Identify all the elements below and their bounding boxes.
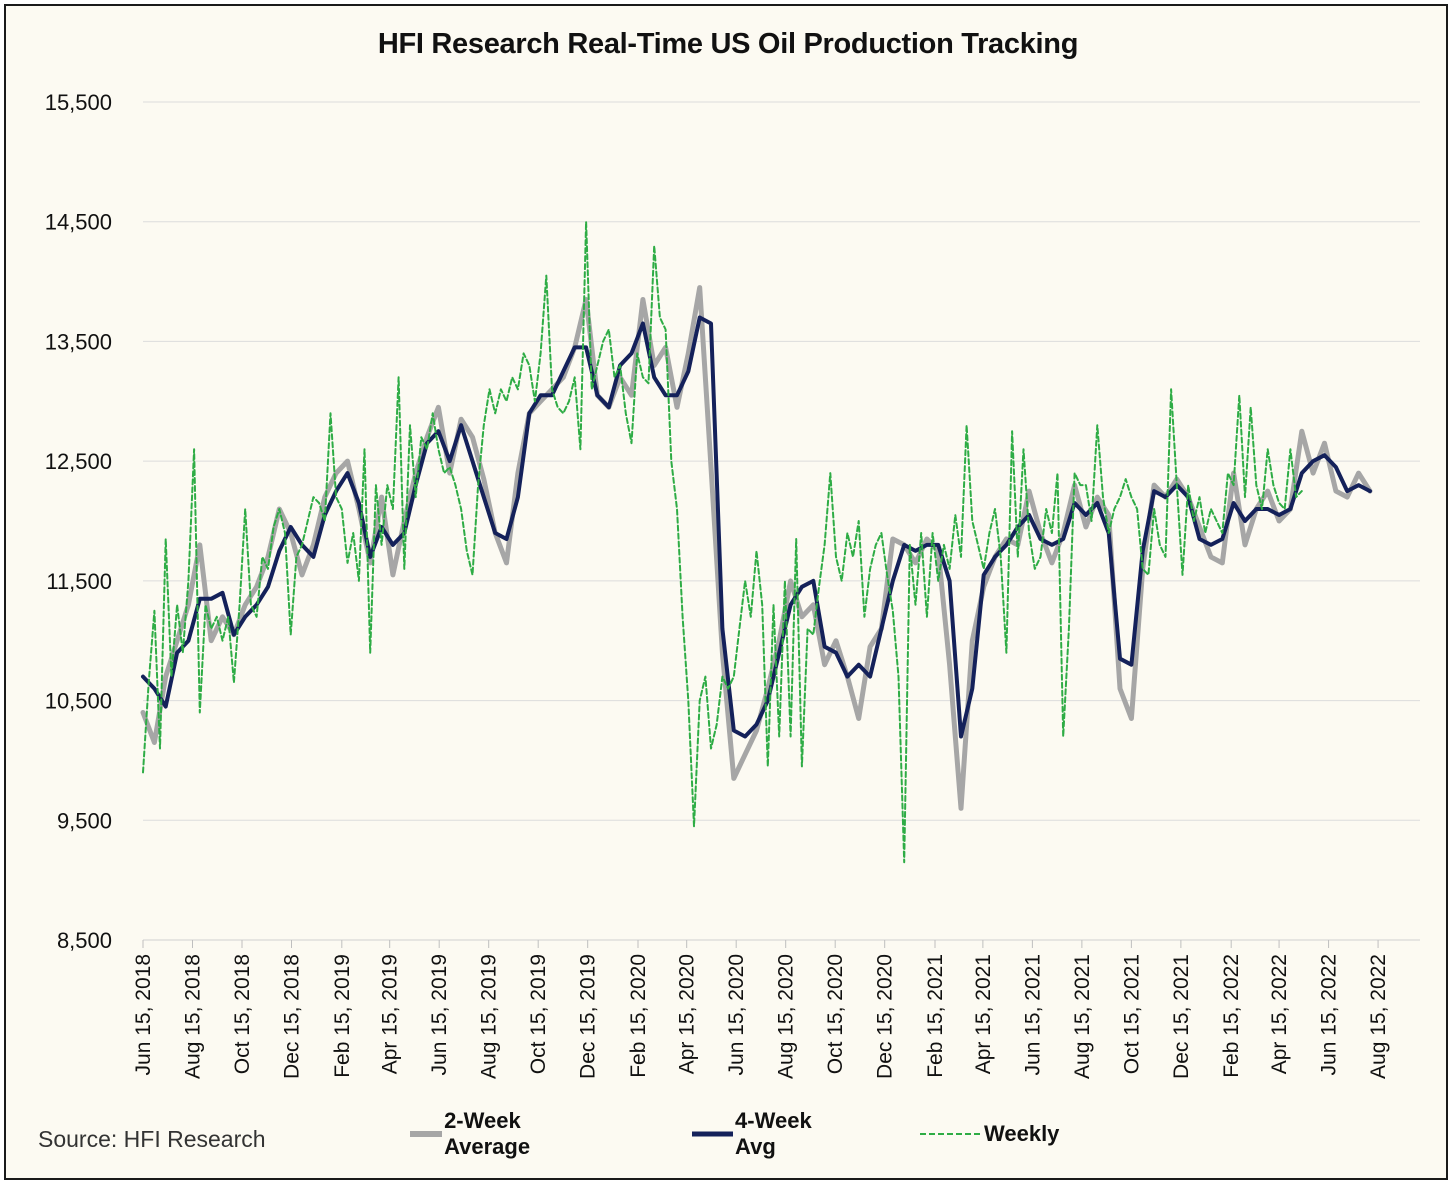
y-tick-label: 14,500 xyxy=(45,210,112,235)
x-tick-label: Apr 15, 2021 xyxy=(972,954,995,1074)
series-line-4-week-avg xyxy=(141,315,1372,739)
chart-frame xyxy=(4,4,1448,1180)
x-tick-label: Feb 15, 2019 xyxy=(331,954,354,1078)
source-note: Source: HFI Research xyxy=(38,1126,266,1152)
x-tick-label: Oct 15, 2019 xyxy=(527,954,550,1074)
legend-item-4-week-avg: 4-Week Avg xyxy=(690,1108,815,1159)
legend-label-4-week-avg: 4-Week Avg xyxy=(735,1108,812,1159)
x-tick-label: Jun 15, 2019 xyxy=(428,954,451,1075)
y-tick-label: 9,500 xyxy=(57,808,112,833)
series-line-weekly xyxy=(142,220,1303,864)
x-tick-label: Apr 15, 2020 xyxy=(676,954,699,1074)
x-tick-label: Oct 15, 2021 xyxy=(1120,954,1143,1074)
legend-swatch-4-week-avg xyxy=(692,1131,734,1137)
x-tick-label: Dec 15, 2021 xyxy=(1170,954,1193,1079)
y-tick-label: 10,500 xyxy=(45,689,112,714)
x-tick-label: Dec 15, 2018 xyxy=(281,954,304,1079)
x-tick-label: Apr 15, 2022 xyxy=(1268,954,1291,1074)
legend-label-2-week-average: 2-Week Average xyxy=(444,1108,531,1159)
y-tick-label: 11,500 xyxy=(46,569,112,594)
x-tick-label: Jun 15, 2022 xyxy=(1318,954,1341,1075)
x-tick-label: Jun 15, 2021 xyxy=(1021,954,1044,1075)
legend-swatch-2-week-average xyxy=(410,1131,443,1137)
chart-title: HFI Research Real-Time US Oil Production… xyxy=(377,28,1079,60)
x-tick-label: Aug 15, 2021 xyxy=(1071,954,1094,1079)
x-tick-label: Jun 15, 2020 xyxy=(725,954,748,1075)
x-tick-label: Feb 15, 2021 xyxy=(924,954,947,1078)
x-tick-label: Aug 15, 2022 xyxy=(1367,954,1390,1079)
x-tick-label: Apr 15, 2019 xyxy=(379,954,402,1074)
x-tick-label: Dec 15, 2019 xyxy=(577,954,600,1079)
legend-swatch-weekly xyxy=(920,1133,980,1135)
x-tick-label: Aug 15, 2018 xyxy=(182,954,205,1079)
y-tick-label: 12,500 xyxy=(45,449,112,474)
y-tick-label: 15,500 xyxy=(45,90,112,115)
x-tick-label: Dec 15, 2020 xyxy=(874,954,897,1079)
x-tick-label: Feb 15, 2020 xyxy=(627,954,650,1078)
x-tick-label: Jun 15, 2018 xyxy=(132,954,155,1075)
x-tick-label: Oct 15, 2018 xyxy=(231,954,254,1074)
y-tick-label: 13,500 xyxy=(45,329,112,354)
y-tick-label: 8,500 xyxy=(57,928,112,953)
legend-label-weekly: Weekly xyxy=(984,1121,1060,1146)
x-tick-label: Feb 15, 2022 xyxy=(1220,954,1243,1078)
series-line-2-week-average xyxy=(140,285,1373,811)
legend-item-2-week-average: 2-Week Average xyxy=(408,1108,550,1159)
legend-item-weekly: Weekly xyxy=(918,1118,1059,1150)
x-tick-label: Aug 15, 2020 xyxy=(775,954,798,1079)
x-tick-label: Oct 15, 2020 xyxy=(824,954,847,1074)
x-tick-label: Aug 15, 2019 xyxy=(478,954,501,1079)
